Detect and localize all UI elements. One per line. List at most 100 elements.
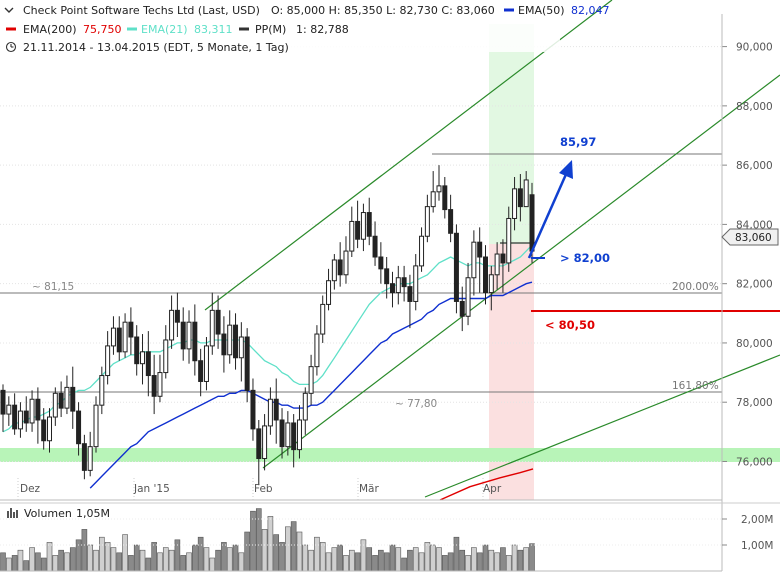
candle-body [279,419,285,448]
candle-body [471,241,477,279]
volume-bar [261,529,268,572]
volume-bar [81,529,88,572]
volume-bar [221,542,227,572]
ema50-legend-label: EMA(50) [518,4,565,17]
candle-body [523,179,529,208]
ema200-legend-value: 75,750 [83,23,122,36]
header-title: Check Point Software Techs Ltd (Last, US… [23,4,260,17]
volume-bar [250,510,256,572]
candle-body [413,265,419,302]
candles-group [0,165,535,486]
candle-body [116,327,122,353]
volume-bar [6,557,12,572]
volume-bar [203,547,210,572]
volume-bar [279,542,285,572]
candle-body [419,235,425,267]
candle-body [99,375,105,406]
candle-body [174,309,180,323]
volume-bar [273,534,280,572]
header-legend: Check Point Software Techs Ltd (Last, US… [4,4,610,54]
chevron-down-icon[interactable] [4,7,14,13]
volume-bar [331,547,338,572]
forecast-arrow-head [559,160,573,179]
pp-legend-label: PP(M) [255,23,286,36]
volume-bar [436,547,442,572]
candle-body [308,366,314,394]
y-tick-label: 82,000 [736,279,773,291]
candle-body [145,351,151,377]
volume-bar [296,531,303,572]
volume-bar [383,552,390,572]
volume-bar [308,549,314,572]
candle-body [465,277,471,317]
candle-body [331,259,337,282]
volume-bar [46,542,53,572]
candle-body [244,336,250,391]
level-label-81-15: ~ 81,15 [32,281,74,293]
candle-body [395,277,401,294]
breakout-label: > 82,00 [560,251,610,265]
candle-body [378,256,384,270]
grid-lines [0,46,722,462]
candle-body [134,336,140,365]
volume-bar [325,552,332,572]
volume-bar [87,544,93,572]
candle-body [442,185,448,211]
x-tick-feb: Feb [254,483,273,495]
volume-bar [209,557,216,572]
candle-body [17,410,23,430]
volume-bar [192,544,198,572]
volume-bar [58,549,64,572]
volume-bar [366,547,373,572]
candle-body [430,191,436,208]
volume-bar [290,521,297,572]
x-tick-apr: Apr [483,483,502,495]
volume-bar [517,549,524,572]
candle-body [273,398,279,421]
candle-body [389,283,395,294]
candle-body [302,392,308,421]
volume-bar [139,549,146,572]
y-tick-label: 80,000 [736,338,773,350]
candle-body [192,321,198,362]
candle-body [401,277,407,288]
volume-bar [494,552,500,572]
candle-body [384,268,390,285]
candle-body [41,419,47,442]
volume-bar [319,542,326,572]
candle-body [0,389,6,415]
last-price-label: 83,060 [735,232,772,244]
candle-body [250,389,256,430]
candle-body [122,321,128,353]
ema21-legend-label: EMA(21) [141,23,188,36]
candle-body [209,309,215,347]
ema50-legend-value: 82,047 [571,4,610,17]
candle-body [326,280,332,305]
volume-bar [133,544,140,572]
candle-body [296,419,302,451]
volume-bar [174,539,181,572]
candle-body [337,259,343,276]
volume-bar [75,539,82,572]
candle-body [105,345,111,377]
candle-body [215,309,221,335]
volume-bar [505,555,512,572]
volume-bar [93,549,99,572]
volume-bar [453,536,460,572]
candle-body [233,324,239,359]
candle-body [93,404,99,448]
candle-body [110,327,116,347]
candle-body [12,404,18,430]
candle-body [29,398,35,424]
y-tick-label: 88,000 [736,101,773,113]
candle-body [140,351,146,365]
long-trend-line [424,354,780,498]
volume-bar [471,547,477,572]
candle-body [482,256,488,294]
candle-body [157,372,163,397]
volume-bar [372,555,378,572]
volume-bar [482,544,489,572]
candle-body [256,428,262,460]
volume-bar [285,526,291,572]
